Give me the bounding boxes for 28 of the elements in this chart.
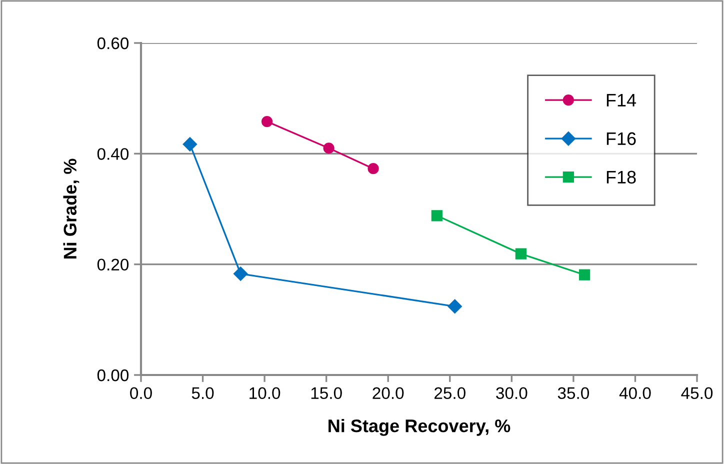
x-tick-label: 5.0 xyxy=(192,387,214,400)
x-tick-label: 25.0 xyxy=(434,387,466,400)
point xyxy=(234,266,248,281)
point xyxy=(579,269,590,280)
x-tick-label: 20.0 xyxy=(372,387,404,400)
point xyxy=(368,163,379,174)
legend-label: F14 xyxy=(606,94,636,106)
point xyxy=(515,248,526,260)
point xyxy=(448,299,462,314)
x-tick-label: 15.0 xyxy=(311,387,342,400)
y-tick-label: 0.00 xyxy=(97,369,129,382)
x-tick-label: 0.0 xyxy=(130,387,152,400)
point xyxy=(261,116,273,128)
point xyxy=(182,137,198,152)
legend-label: F18 xyxy=(606,170,636,184)
y-axis-title: Ni Grade, % xyxy=(63,158,80,258)
x-tick-label: 45.0 xyxy=(681,387,713,400)
point xyxy=(431,210,442,222)
x-tick-label: 40.0 xyxy=(619,387,651,400)
x-axis-title: Ni Stage Recovery, % xyxy=(328,419,510,436)
y-tick-label: 0.20 xyxy=(97,258,129,271)
y-tick-label: 0.40 xyxy=(97,148,129,160)
x-tick-label: 10.0 xyxy=(250,387,280,400)
x-tick-label: 35.0 xyxy=(558,387,590,400)
y-tick-label: 0.60 xyxy=(97,37,129,50)
x-tick-label: 30.0 xyxy=(496,387,528,400)
legend-label: F16 xyxy=(606,132,636,146)
point xyxy=(323,142,334,154)
